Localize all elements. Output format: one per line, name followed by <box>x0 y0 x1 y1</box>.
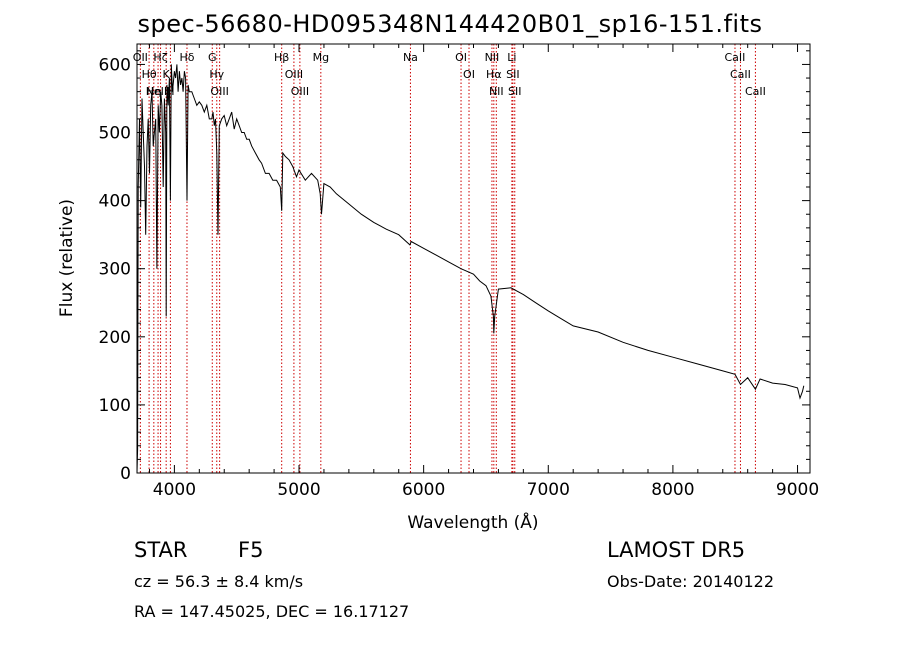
line-marker-layer <box>139 44 756 473</box>
ra-dec-coordinates: RA = 147.45025, DEC = 16.17127 <box>134 602 410 621</box>
x-tick-label: 4000 <box>153 480 196 500</box>
line-label-oiii: OIII <box>210 85 228 98</box>
spectral-subclass: F5 <box>238 538 264 562</box>
line-label-nii: NII <box>485 51 500 64</box>
y-tick-label: 0 <box>120 464 131 484</box>
survey-name: LAMOST DR5 <box>607 538 746 562</box>
x-tick-label: 8000 <box>651 480 694 500</box>
y-tick-label: 200 <box>99 328 131 348</box>
y-tick-label: 500 <box>99 124 131 144</box>
line-label-oii: OII <box>133 51 148 64</box>
x-tick-label: 6000 <box>402 480 445 500</box>
tick-layer: 4000 5000 6000 7000 8000 9000 0 100 200 300 400 500… <box>99 44 819 500</box>
x-tick-label: 5000 <box>277 480 320 500</box>
y-tick-label: 600 <box>99 55 131 75</box>
line-label-h: H <box>166 85 174 98</box>
x-axis-label: Wavelength (Å) <box>407 511 538 533</box>
line-label-li: Li <box>507 51 516 64</box>
line-label-sii: SII <box>506 68 519 81</box>
line-label-hη: Hη <box>146 85 161 98</box>
line-label-oiii: OIII <box>285 68 303 81</box>
line-label-caii: CaII <box>745 85 766 98</box>
line-label-g: G <box>208 51 217 64</box>
y-axis-label: Flux (relative) <box>57 199 77 317</box>
line-label-neiii: NeIII <box>146 85 171 98</box>
line-label-na: Na <box>403 51 418 64</box>
line-label-hδ: Hδ <box>179 51 194 64</box>
chart-title: spec-56680-HD095348N144420B01_sp16-151.f… <box>137 10 763 38</box>
line-label-hθ: Hθ <box>142 68 157 81</box>
redshift-cz: cz = 56.3 ± 8.4 km/s <box>134 572 304 591</box>
line-label-mg: Mg <box>313 51 329 64</box>
line-label-hζ: Hζ <box>153 51 167 64</box>
y-tick-label: 100 <box>99 396 131 416</box>
line-label-caii: CaII <box>730 68 751 81</box>
y-tick-label: 400 <box>99 192 131 212</box>
line-label-oi: OI <box>455 51 467 64</box>
x-tick-label: 9000 <box>776 480 819 500</box>
line-label-caii: CaII <box>725 51 746 64</box>
line-label-nii: NII <box>489 85 504 98</box>
y-tick-label: 300 <box>99 260 131 280</box>
line-label-hα: Hα <box>486 68 502 81</box>
x-tick-label: 7000 <box>527 480 570 500</box>
line-label-sii: SII <box>508 85 521 98</box>
line-label-oi: OI <box>463 68 475 81</box>
line-label-k: K <box>163 68 171 81</box>
line-label-hγ: Hγ <box>209 68 224 81</box>
observation-date: Obs-Date: 20140122 <box>607 572 775 591</box>
object-type: STAR <box>134 538 188 562</box>
plot-frame <box>136 43 811 474</box>
line-label-hβ: Hβ <box>274 51 289 64</box>
spectrum-line <box>136 64 805 474</box>
line-label-oiii: OIII <box>291 85 309 98</box>
